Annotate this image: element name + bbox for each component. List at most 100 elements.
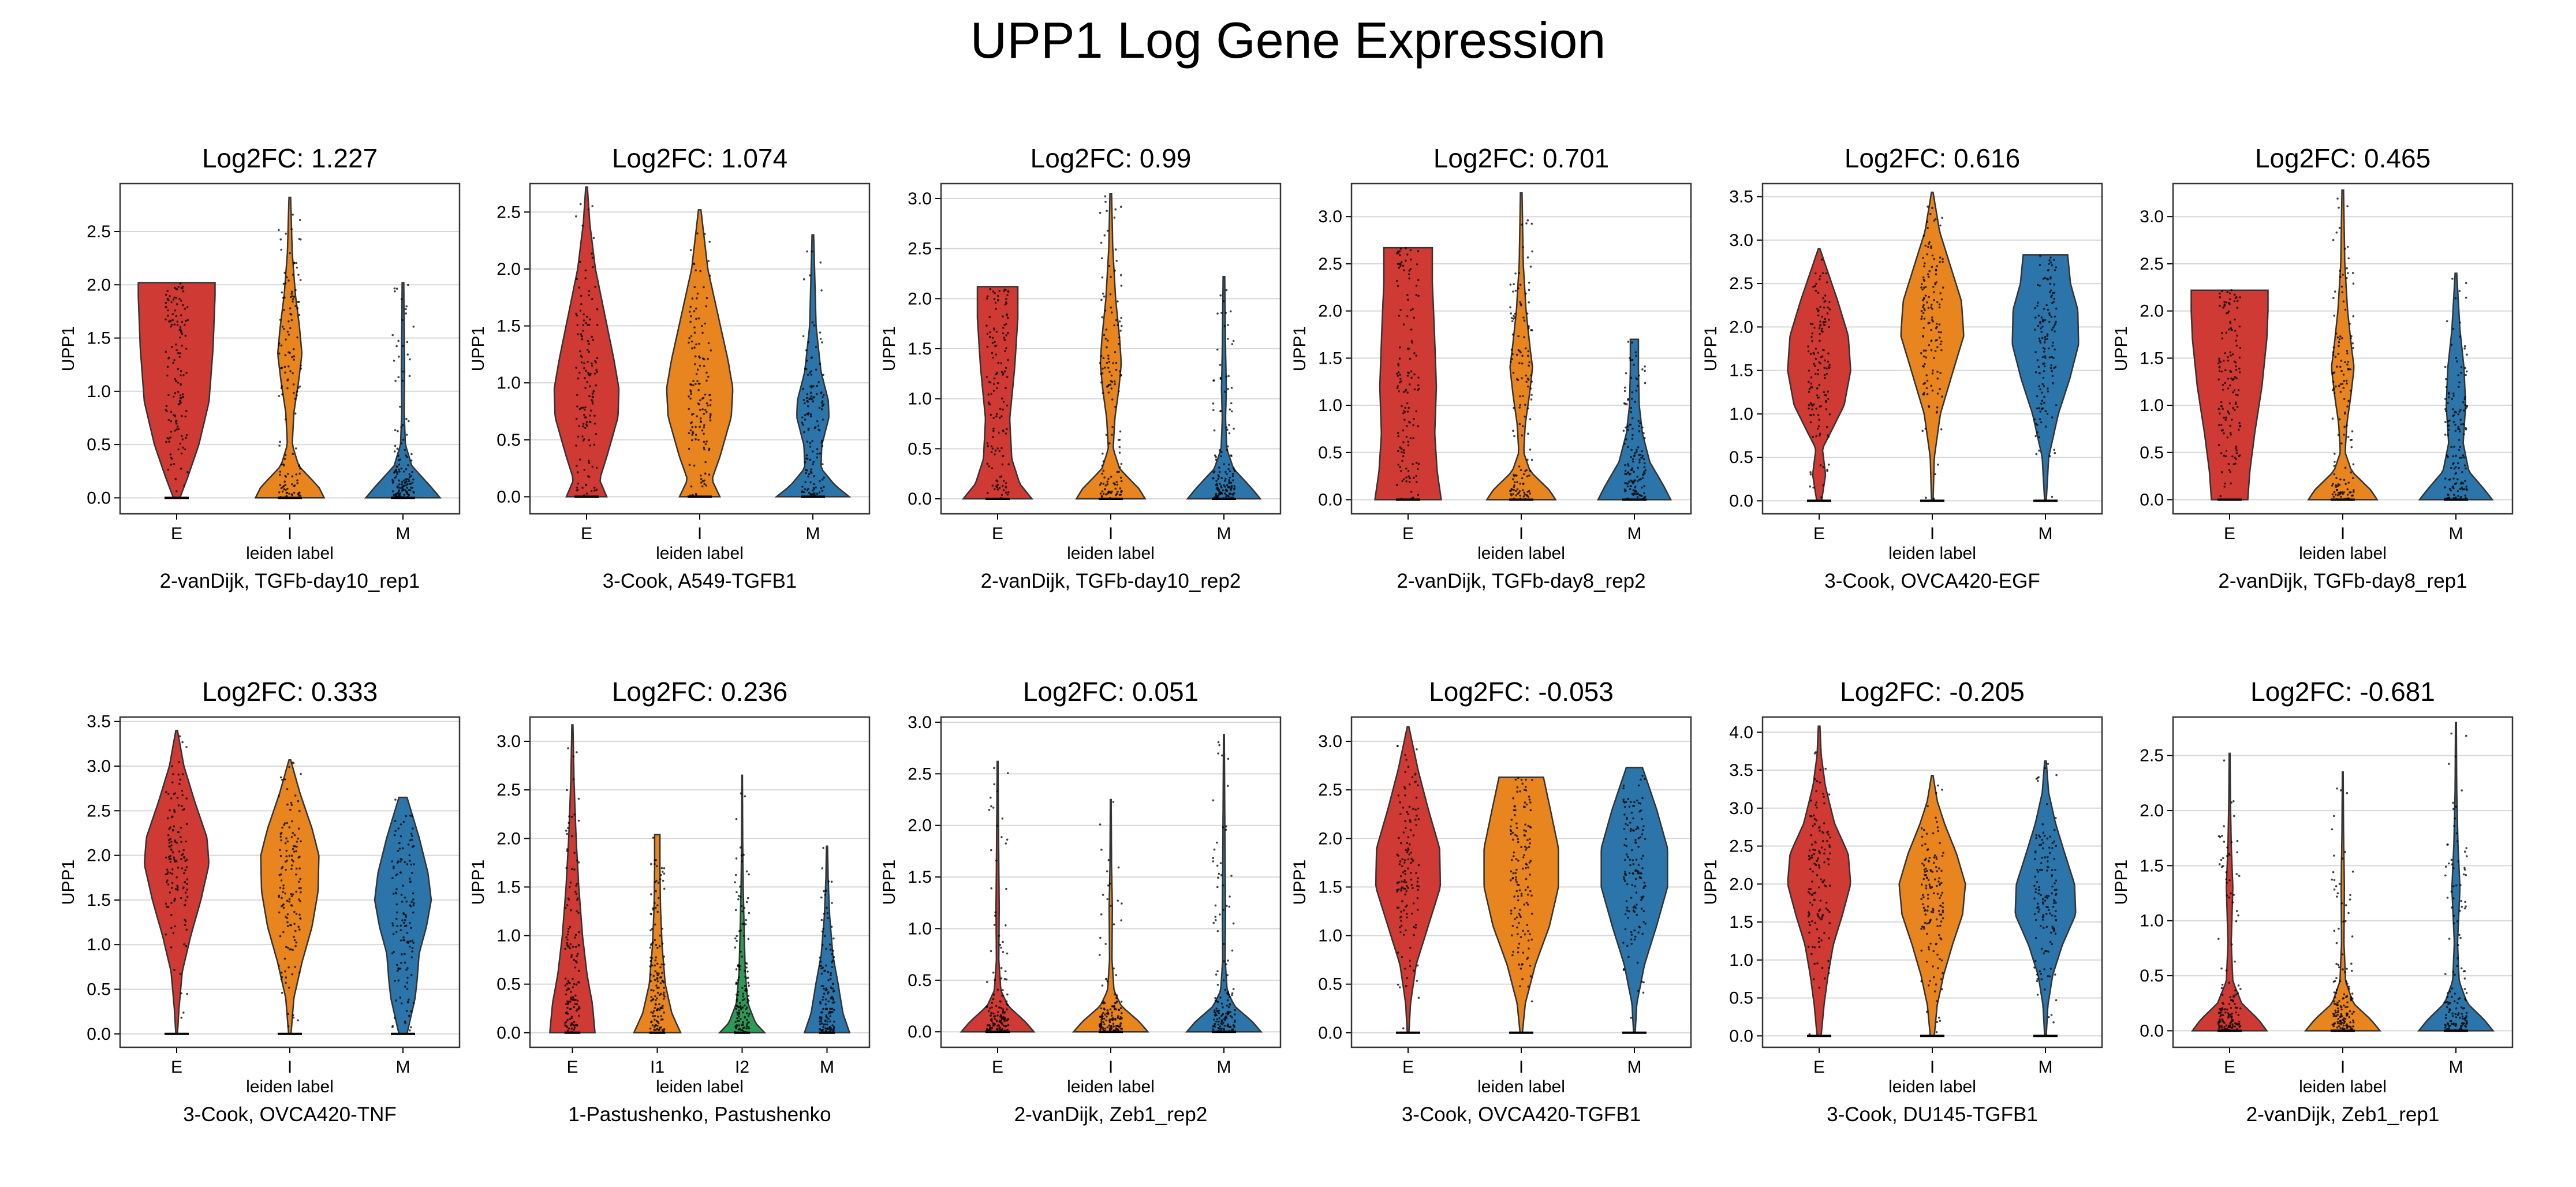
strip-point [564,1022,566,1024]
strip-point [1823,822,1825,824]
strip-point [1417,384,1420,387]
strip-point [185,348,188,350]
strip-point [1930,349,1933,352]
strip-point [2232,378,2235,380]
panel-subtitle: 3-Cook, OVCA420-TGFB1 [1402,1103,1641,1126]
strip-point [991,341,994,344]
strip-point [1417,425,1420,427]
strip-point [2034,316,2037,319]
strip-point [1934,282,1936,285]
strip-point [831,1001,834,1004]
strip-point [1003,289,1006,292]
x-axis-label: leiden label [1888,544,1976,563]
strip-point [1633,471,1635,473]
strip-point [1119,1007,1122,1009]
strip-point [831,983,834,985]
strip-point [1227,960,1229,962]
strip-point [811,250,813,253]
strip-point [2465,282,2467,285]
strip-point [2454,430,2457,432]
strip-point [1827,390,1830,393]
strip-point [1519,283,1522,286]
strip-point [744,1004,746,1007]
strip-points-I2 [734,792,751,1033]
strip-point [824,894,827,896]
strip-point [170,797,173,800]
strip-point [705,402,708,405]
strip-point [1407,298,1409,301]
strip-point [170,844,173,846]
strip-point [1402,412,1405,415]
violin-I [1900,191,1965,502]
strip-point [2346,494,2349,496]
strip-point [1941,395,1943,398]
strip-point [822,998,824,1001]
strip-point [2460,371,2463,374]
y-tick-label: 1.0 [2140,396,2164,415]
strip-point [703,441,705,443]
strip-point [1932,950,1935,953]
strip-point [2334,356,2337,359]
strip-point [690,439,693,442]
strip-point [1121,1028,1123,1030]
strip-point [805,457,808,460]
strip-point [1120,490,1123,492]
strip-point [591,335,593,338]
strip-point [815,486,817,489]
strip-point [1525,786,1527,788]
strip-point [2037,314,2040,317]
strip-point [990,413,992,416]
strip-point [1632,872,1634,875]
strip-point [2052,382,2054,385]
strip-point [1939,343,1942,346]
strip-point [1624,472,1626,475]
strip-point [167,834,170,837]
strip-point [819,1023,822,1025]
strip-point [2337,353,2340,355]
strip-point [570,996,572,999]
strip-point [2352,315,2354,318]
strip-point [2223,486,2226,488]
strip-point [2223,432,2225,435]
strip-point [1113,217,1116,219]
strip-point [1813,853,1816,855]
strip-point [170,927,173,930]
strip-point [1929,869,1932,871]
strip-points-E [1396,247,1420,501]
strip-point [1822,484,1824,487]
strip-point [595,466,598,469]
strip-point [1216,864,1219,867]
strip-point [746,1018,748,1021]
strip-point [1399,986,1401,988]
strip-point [287,1013,290,1016]
strip-point [1224,988,1227,991]
strip-point [2464,404,2466,406]
strip-point [288,900,291,903]
y-tick-label: 3.0 [1318,207,1342,226]
strip-point [400,871,402,874]
strip-point [996,790,999,793]
y-tick-label: 0.0 [1318,490,1342,509]
strip-point [1643,462,1646,465]
strip-point [400,858,403,861]
strip-point [166,365,169,368]
strip-point [1524,404,1526,406]
strip-point [2224,482,2226,485]
strip-point [564,1024,566,1027]
strip-point [821,408,823,410]
strip-point [653,1026,656,1029]
strip-point [1401,886,1403,889]
strip-point [1638,494,1641,497]
strip-point [1104,367,1106,369]
strip-point [286,859,288,862]
strip-point [570,955,573,958]
strip-point [1404,753,1406,756]
strip-point [280,344,283,347]
strip-point [1630,449,1633,451]
strip-point [656,980,659,983]
strip-point [175,344,177,346]
strip-point [1405,759,1408,761]
strip-point [1922,864,1925,867]
strip-point [1116,483,1119,486]
